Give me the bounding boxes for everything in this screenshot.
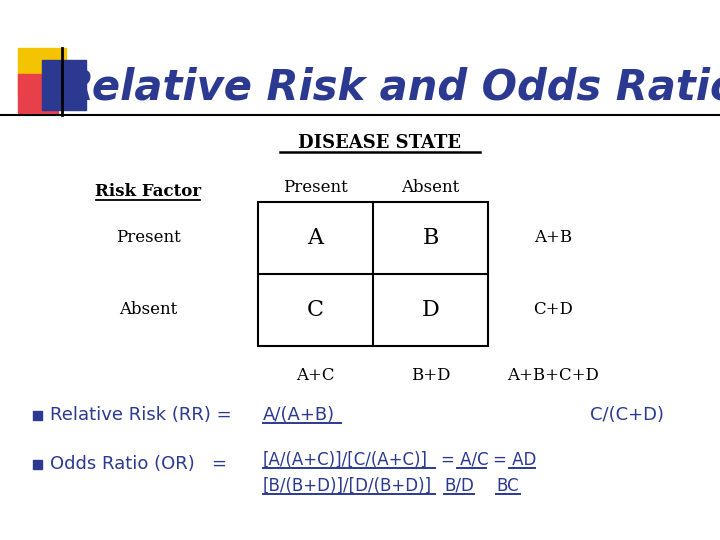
- Text: Present: Present: [116, 230, 181, 246]
- Text: [A/(A+C)]/[C/(A+C)]: [A/(A+C)]/[C/(A+C)]: [263, 451, 428, 469]
- Text: = A/C: = A/C: [441, 451, 489, 469]
- Text: Risk Factor: Risk Factor: [95, 184, 201, 200]
- Text: BC: BC: [496, 477, 518, 495]
- Text: Relative Risk and Odds Ratio: Relative Risk and Odds Ratio: [62, 67, 720, 109]
- Text: B+D: B+D: [410, 368, 450, 384]
- Text: [B/(B+D)]/[D/(B+D)]: [B/(B+D)]/[D/(B+D)]: [263, 477, 432, 495]
- Text: Absent: Absent: [119, 301, 177, 319]
- Text: B: B: [423, 227, 438, 249]
- Text: DISEASE STATE: DISEASE STATE: [299, 134, 462, 152]
- Text: A+B+C+D: A+B+C+D: [507, 368, 599, 384]
- Bar: [258, 202, 488, 346]
- Text: A+C: A+C: [296, 368, 335, 384]
- Text: A: A: [307, 227, 323, 249]
- Bar: [18, 48, 66, 96]
- Text: C: C: [307, 299, 324, 321]
- Text: C/(C+D): C/(C+D): [590, 406, 664, 424]
- Text: Odds Ratio (OR)   =: Odds Ratio (OR) =: [50, 455, 227, 473]
- Text: B/D: B/D: [444, 477, 474, 495]
- Bar: [33, 460, 42, 469]
- Text: A/(A+B): A/(A+B): [263, 406, 335, 424]
- Text: C+D: C+D: [533, 301, 573, 319]
- Text: = AD: = AD: [493, 451, 536, 469]
- Text: Absent: Absent: [401, 179, 459, 197]
- Text: D: D: [422, 299, 439, 321]
- Text: A+B: A+B: [534, 230, 572, 246]
- Text: Present: Present: [283, 179, 348, 197]
- Bar: [33, 411, 42, 420]
- Bar: [42, 60, 86, 110]
- Text: Relative Risk (RR) =: Relative Risk (RR) =: [50, 406, 238, 424]
- Bar: [18, 74, 58, 114]
